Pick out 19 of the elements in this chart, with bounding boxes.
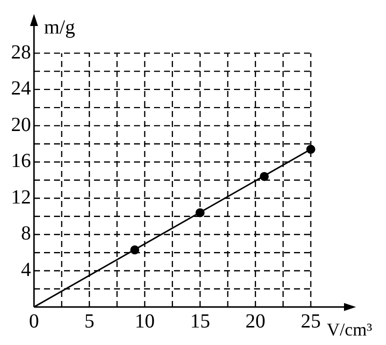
y-tick-label: 8	[21, 222, 31, 245]
y-axis-title: m/g	[44, 16, 76, 38]
point	[196, 208, 205, 218]
y-tick-label: 20	[11, 114, 31, 136]
y-tick-label: 12	[11, 186, 31, 208]
x-tick-label: 10	[134, 310, 155, 332]
x-tick-label: 20	[245, 310, 266, 332]
point	[130, 245, 140, 254]
point	[260, 172, 269, 181]
x-axis-title: V/cm³	[326, 320, 373, 340]
y-tick-label: 4	[21, 258, 31, 281]
y-tick-label: 16	[11, 150, 31, 172]
point	[306, 144, 316, 154]
x-tick-label: 5	[84, 310, 94, 332]
x-tick-label: 25	[300, 310, 321, 332]
y-tick-label: 24	[11, 78, 31, 100]
y-tick-label: 28	[11, 41, 31, 64]
x-tick-label: 0	[29, 310, 39, 332]
x-tick-label: 15	[190, 310, 210, 332]
